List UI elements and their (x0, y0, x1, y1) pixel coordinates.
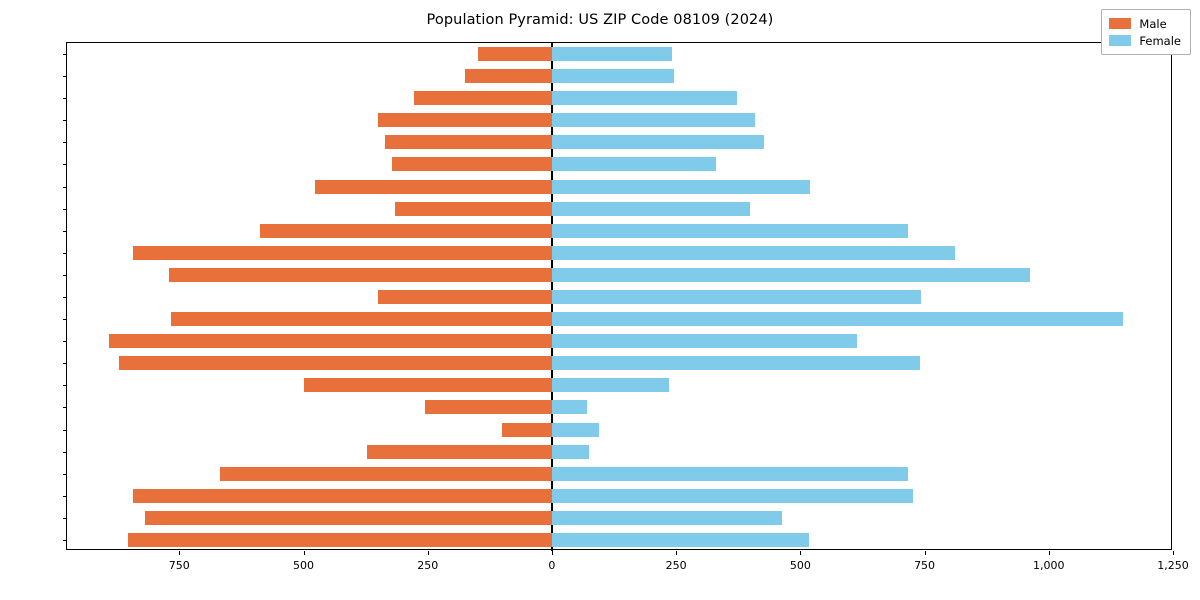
bar-male (314, 179, 552, 194)
bar-female (551, 267, 1031, 282)
bar-male (118, 356, 552, 371)
x-axis-tick-mark (551, 551, 553, 555)
bar-male (108, 334, 552, 349)
x-axis-tick-label: 500 (789, 559, 811, 572)
bar-female (551, 444, 589, 459)
bar-female (551, 532, 809, 547)
bar-male (220, 466, 552, 481)
bar-male (260, 223, 552, 238)
bar-female (551, 466, 908, 481)
bar-female (551, 91, 737, 106)
legend-label: Female (1139, 33, 1181, 48)
bar-male (477, 47, 552, 62)
y-axis-tick-mark (63, 297, 67, 298)
bar-female (551, 113, 755, 128)
y-axis-tick-mark (63, 252, 67, 254)
y-axis-tick-mark (63, 120, 67, 122)
legend-item-male[interactable]: Male (1109, 15, 1181, 32)
x-axis-tick-mark (676, 551, 678, 555)
x-axis-tick-label: 250 (417, 559, 439, 572)
legend-item-female[interactable]: Female (1109, 32, 1181, 49)
bar-male (378, 113, 552, 128)
x-axis-tick-mark (303, 551, 305, 555)
bar-male (133, 488, 552, 503)
bar-male (133, 245, 552, 260)
bar-female (551, 334, 858, 349)
bar-male (303, 378, 552, 393)
bar-male (144, 510, 552, 525)
y-axis-tick-mark (63, 76, 67, 78)
bar-male (464, 69, 552, 84)
y-axis-tick-mark (63, 98, 67, 100)
bar-female (551, 400, 587, 415)
bar-female (551, 422, 600, 437)
y-axis-tick-mark (63, 54, 67, 56)
y-axis-tick-mark (63, 363, 67, 365)
bar-female (551, 157, 716, 172)
x-axis-tick-label: 0 (548, 559, 556, 572)
bar-female (551, 378, 670, 393)
y-axis-tick-mark (63, 274, 67, 276)
x-axis-tick-label: 750 (914, 559, 936, 572)
bar-male (425, 400, 552, 415)
x-axis-tick-label: 750 (168, 559, 190, 572)
legend-swatch-icon (1109, 35, 1132, 46)
x-axis-tick-mark (924, 551, 926, 555)
y-axis-tick-mark (63, 142, 67, 144)
x-axis-tick-label: 1,250 (1157, 559, 1189, 572)
y-axis-tick-mark (63, 495, 67, 497)
legend-swatch-icon (1109, 18, 1132, 29)
y-axis-tick-mark (63, 385, 67, 387)
y-axis-tick-mark (63, 517, 67, 519)
bar-male (385, 135, 552, 150)
y-axis-tick-mark (63, 186, 67, 188)
x-axis-tick-label: 250 (665, 559, 687, 572)
y-axis-tick-mark (63, 407, 67, 409)
y-axis-tick-mark (63, 230, 67, 232)
y-axis-tick-mark (63, 473, 67, 475)
x-axis-tick-label: 500 (293, 559, 314, 572)
plot-area: 85+80-8475-7970-7467-6965-6662-6460-6155… (63, 42, 1189, 572)
bar-male (395, 201, 552, 216)
bar-female (551, 223, 908, 238)
bar-female (551, 135, 764, 150)
y-axis-tick-mark (63, 451, 67, 453)
y-axis-tick-mark (63, 208, 67, 210)
bar-male (378, 290, 552, 304)
bar-female (551, 201, 751, 216)
bar-male (502, 422, 552, 437)
y-axis-tick-mark (63, 429, 67, 431)
bar-female (551, 179, 811, 194)
y-axis-tick-mark (63, 341, 67, 343)
bar-female (551, 488, 913, 503)
bar-male (170, 312, 552, 327)
bar-male (128, 532, 552, 547)
chart-legend: Male Female (1101, 9, 1191, 55)
bar-male (391, 157, 552, 172)
bar-female (551, 290, 921, 304)
x-axis-tick-label: 1,000 (1033, 559, 1065, 572)
bar-female (551, 510, 782, 525)
x-axis-tick-mark (179, 551, 181, 555)
y-axis-tick-mark (63, 319, 67, 321)
x-axis-tick-mark (1173, 551, 1174, 555)
chart-title: Population Pyramid: US ZIP Code 08109 (2… (426, 12, 774, 28)
x-axis-tick-mark (427, 551, 429, 555)
x-axis-tick-mark (800, 551, 802, 555)
bar-female (551, 47, 672, 62)
bar-female (551, 245, 956, 260)
bar-male (366, 444, 552, 459)
bar-male (414, 91, 552, 106)
y-axis-tick-mark (63, 164, 67, 166)
bar-female (551, 69, 675, 84)
legend-label: Male (1139, 16, 1167, 31)
bar-female (551, 356, 920, 371)
y-axis-tick-mark (63, 539, 67, 541)
bar-female (551, 312, 1123, 327)
bar-male (168, 267, 552, 282)
x-axis-tick-mark (1048, 551, 1050, 555)
